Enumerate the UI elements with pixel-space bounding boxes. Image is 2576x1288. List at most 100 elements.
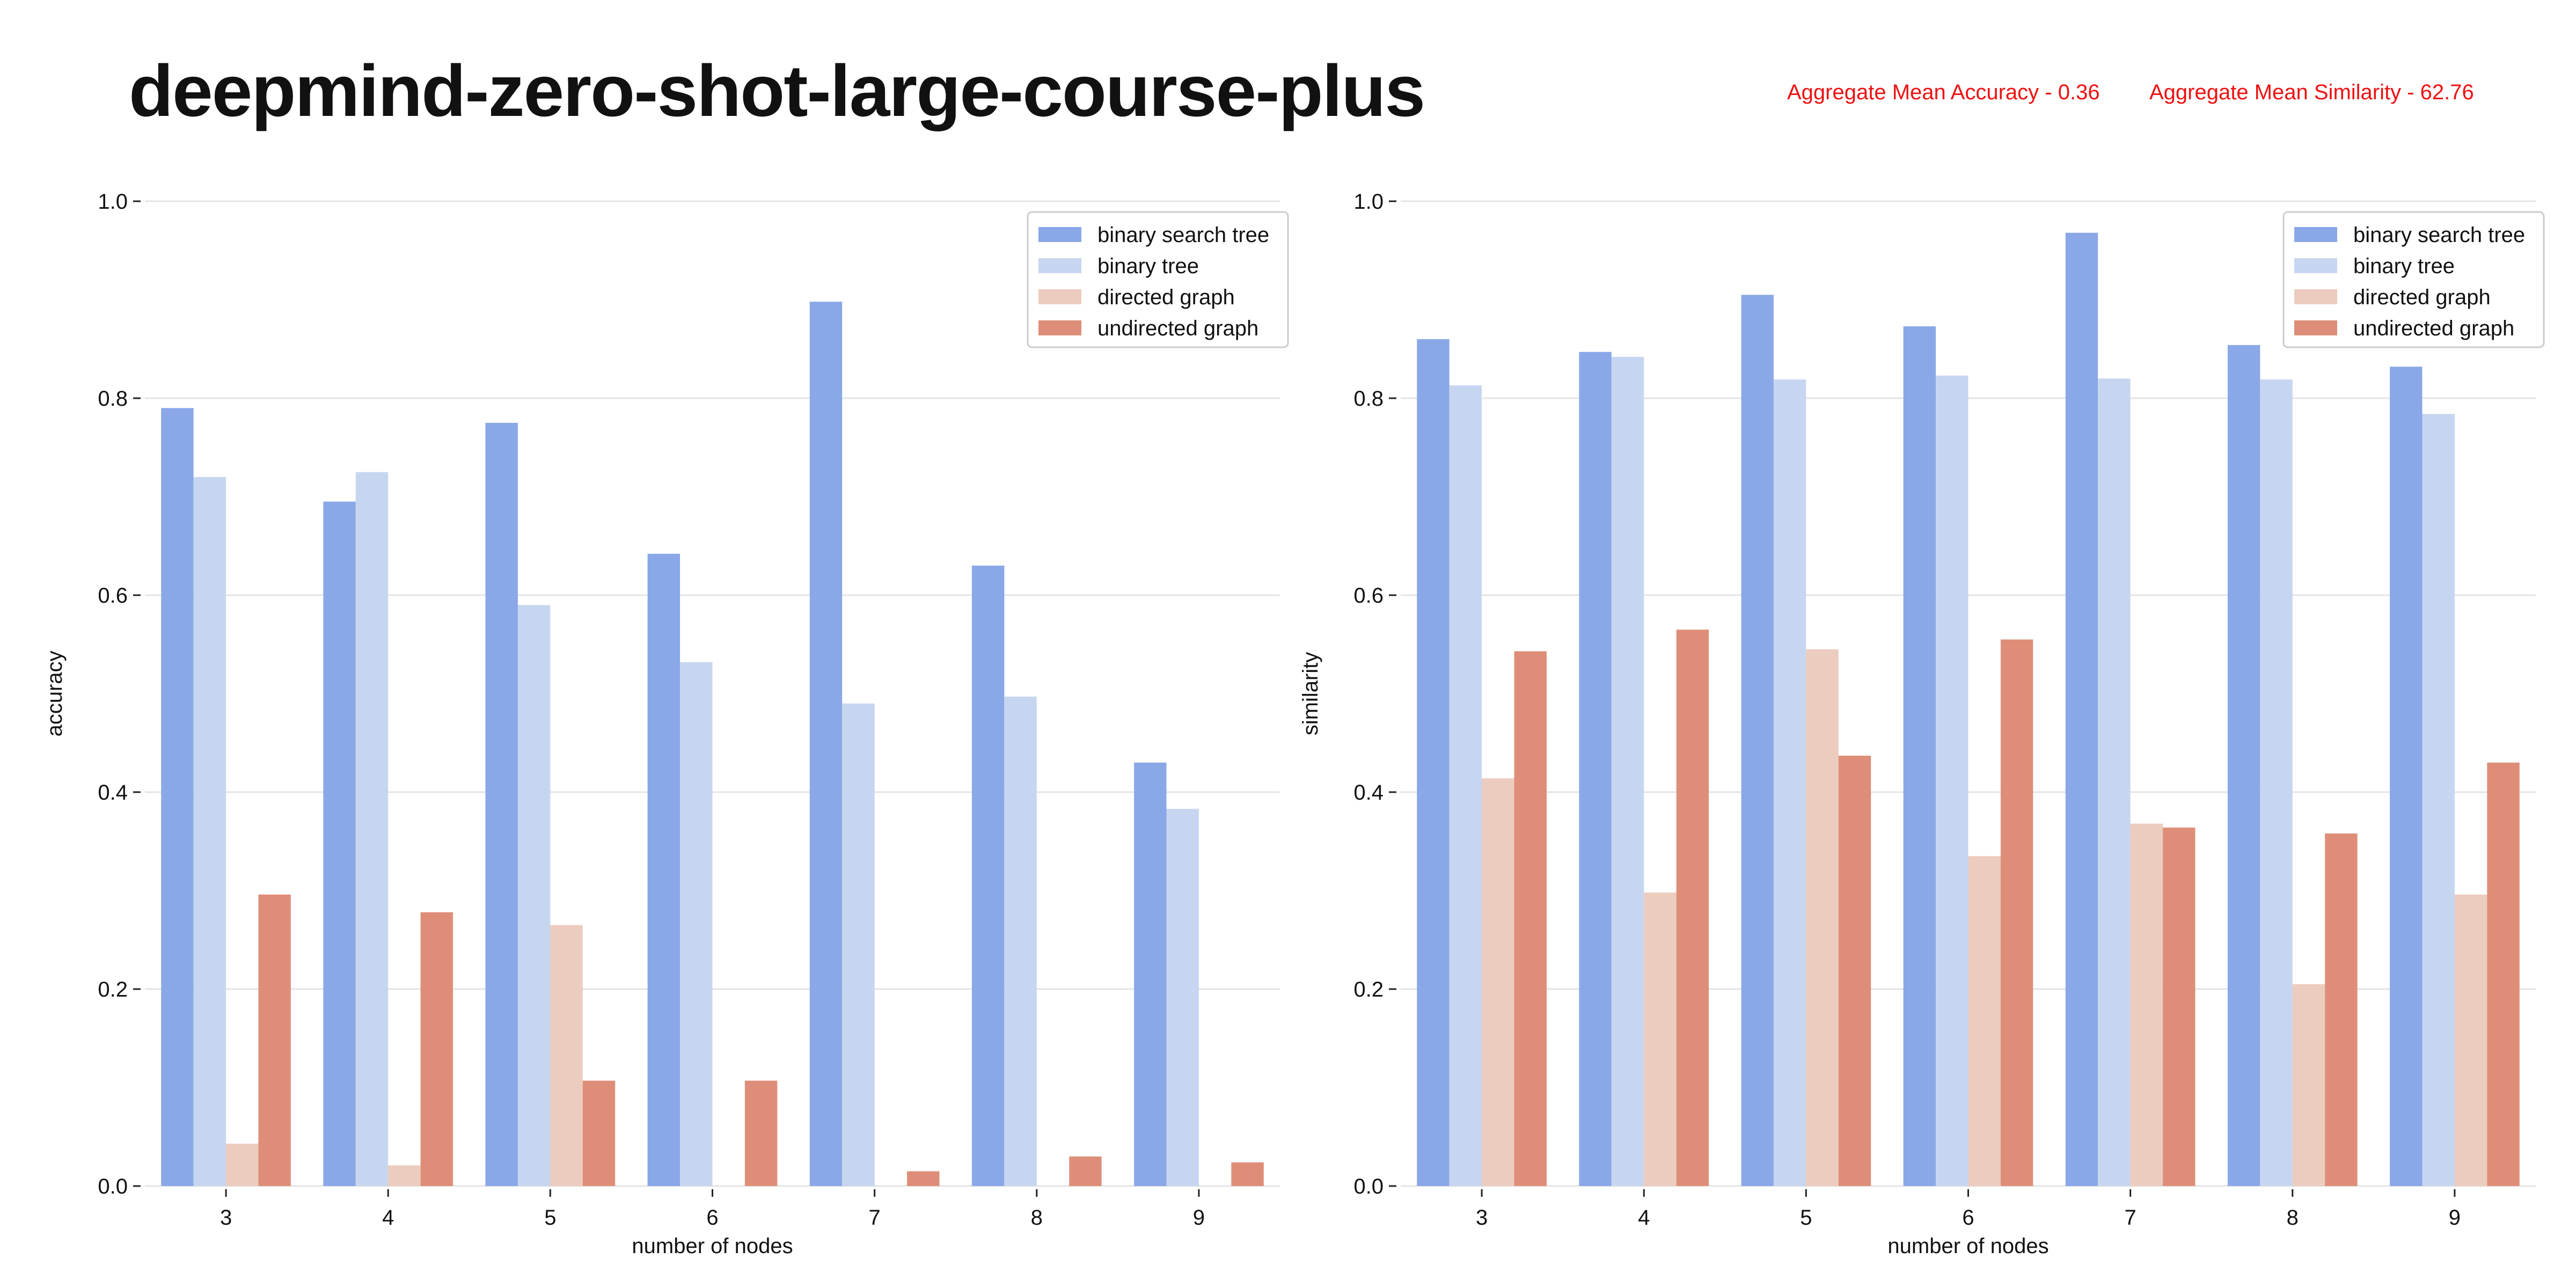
y-tick-label: 0.6 xyxy=(1353,584,1384,608)
bar xyxy=(582,1080,616,1186)
y-tick-label: 0.4 xyxy=(98,781,128,804)
bar xyxy=(809,302,843,1187)
bar xyxy=(323,501,356,1186)
bar xyxy=(907,1171,940,1186)
legend-box xyxy=(1027,211,1289,348)
bar xyxy=(388,1165,421,1186)
legend-label: binary search tree xyxy=(2353,223,2525,247)
x-axis-label: number of nodes xyxy=(1887,1234,2048,1258)
bar xyxy=(971,565,1005,1186)
bar xyxy=(161,408,194,1186)
bar xyxy=(226,1144,259,1186)
aggregate-similarity-label: Aggregate Mean Similarity - 62.76 xyxy=(2149,80,2474,104)
legend-label: binary search tree xyxy=(1097,223,1269,247)
bar xyxy=(1004,697,1037,1186)
bar xyxy=(2227,345,2260,1187)
legend-label: binary tree xyxy=(1097,254,1199,278)
y-tick-label: 0.6 xyxy=(98,584,128,608)
bar xyxy=(647,553,680,1186)
x-tick-label: 7 xyxy=(869,1206,881,1230)
bar xyxy=(517,605,551,1186)
bar xyxy=(1644,892,1677,1186)
y-tick-label: 0.8 xyxy=(1353,387,1384,411)
bar xyxy=(1417,339,1450,1186)
bar xyxy=(258,894,291,1186)
legend-swatch xyxy=(1038,289,1081,304)
bar xyxy=(550,925,583,1186)
bar xyxy=(2065,232,2098,1187)
legend-label: directed graph xyxy=(2353,286,2491,309)
bar xyxy=(2390,367,2423,1186)
legend-swatch xyxy=(2294,289,2337,304)
y-tick-label: 1.0 xyxy=(1353,190,1384,214)
legend-swatch xyxy=(1038,320,1081,335)
y-tick-label: 0.0 xyxy=(98,1175,128,1198)
bar xyxy=(420,912,453,1186)
y-tick-label: 0.2 xyxy=(1353,978,1384,1001)
bar xyxy=(1903,326,1936,1187)
x-tick-label: 9 xyxy=(1193,1206,1205,1230)
y-axis-label: accuracy xyxy=(43,650,67,736)
x-axis-label: number of nodes xyxy=(632,1234,793,1258)
x-tick-label: 6 xyxy=(1962,1206,1974,1230)
bar xyxy=(1514,651,1547,1186)
bar xyxy=(1968,856,2001,1186)
bar xyxy=(1838,756,1871,1186)
x-tick-label: 4 xyxy=(1638,1206,1650,1230)
legend-swatch xyxy=(2294,258,2337,273)
bar xyxy=(1741,295,1774,1187)
bar xyxy=(1449,385,1482,1186)
bar xyxy=(680,662,713,1186)
y-tick-label: 0.0 xyxy=(1353,1175,1384,1198)
bar xyxy=(2454,894,2487,1186)
bar xyxy=(1676,630,1709,1186)
x-tick-label: 3 xyxy=(220,1206,232,1230)
bar xyxy=(2000,639,2033,1186)
bar xyxy=(2130,823,2163,1186)
bar xyxy=(1482,778,1514,1186)
bar xyxy=(2487,762,2520,1186)
legend-swatch xyxy=(1038,258,1081,273)
bar xyxy=(744,1080,778,1186)
accuracy-chart: 0.0 0.2 0.4 0.6 0.8 1.0 3 4 5 6 7 8 9 number of nodes… xyxy=(43,190,1289,1258)
legend-label: undirected graph xyxy=(2353,317,2514,340)
x-tick-label: 8 xyxy=(2287,1206,2299,1230)
bar xyxy=(2292,984,2325,1186)
bar xyxy=(2098,378,2131,1186)
bar xyxy=(1936,375,1968,1187)
legend-box xyxy=(2282,211,2545,348)
x-tick-label: 5 xyxy=(544,1206,556,1230)
similarity-chart: 0.0 0.2 0.4 0.6 0.8 1.0 3 4 5 6 7 8 9 number of nodes… xyxy=(1299,190,2545,1258)
bar xyxy=(193,477,226,1186)
legend-swatch xyxy=(2294,320,2337,335)
bar xyxy=(2163,828,2196,1186)
bar xyxy=(2260,379,2293,1186)
x-tick-label: 6 xyxy=(706,1206,718,1230)
x-tick-label: 8 xyxy=(1031,1206,1043,1230)
y-axis-label: similarity xyxy=(1299,652,1322,736)
y-tick-label: 0.2 xyxy=(98,978,128,1001)
x-tick-label: 7 xyxy=(2125,1206,2136,1230)
x-tick-label: 3 xyxy=(1476,1206,1488,1230)
bar xyxy=(1231,1162,1264,1186)
bar xyxy=(1134,762,1167,1186)
bar xyxy=(1773,379,1806,1186)
bar xyxy=(1579,352,1612,1186)
x-tick-label: 9 xyxy=(2449,1206,2461,1230)
x-tick-label: 5 xyxy=(1800,1206,1812,1230)
bar xyxy=(355,472,389,1186)
bar xyxy=(1069,1156,1102,1186)
page-title: deepmind-zero-shot-large-course-plus xyxy=(129,50,1425,131)
bar xyxy=(1806,649,1839,1186)
y-tick-label: 1.0 xyxy=(98,190,128,214)
bar xyxy=(2325,833,2358,1186)
y-tick-label: 0.4 xyxy=(1353,781,1384,804)
legend-label: directed graph xyxy=(1097,286,1235,309)
legend-label: binary tree xyxy=(2353,254,2455,278)
bar xyxy=(1611,356,1644,1187)
y-tick-label: 0.8 xyxy=(98,387,128,411)
legend-swatch xyxy=(2294,227,2337,242)
x-tick-label: 4 xyxy=(382,1206,394,1230)
aggregate-accuracy-label: Aggregate Mean Accuracy - 0.36 xyxy=(1787,80,2100,104)
